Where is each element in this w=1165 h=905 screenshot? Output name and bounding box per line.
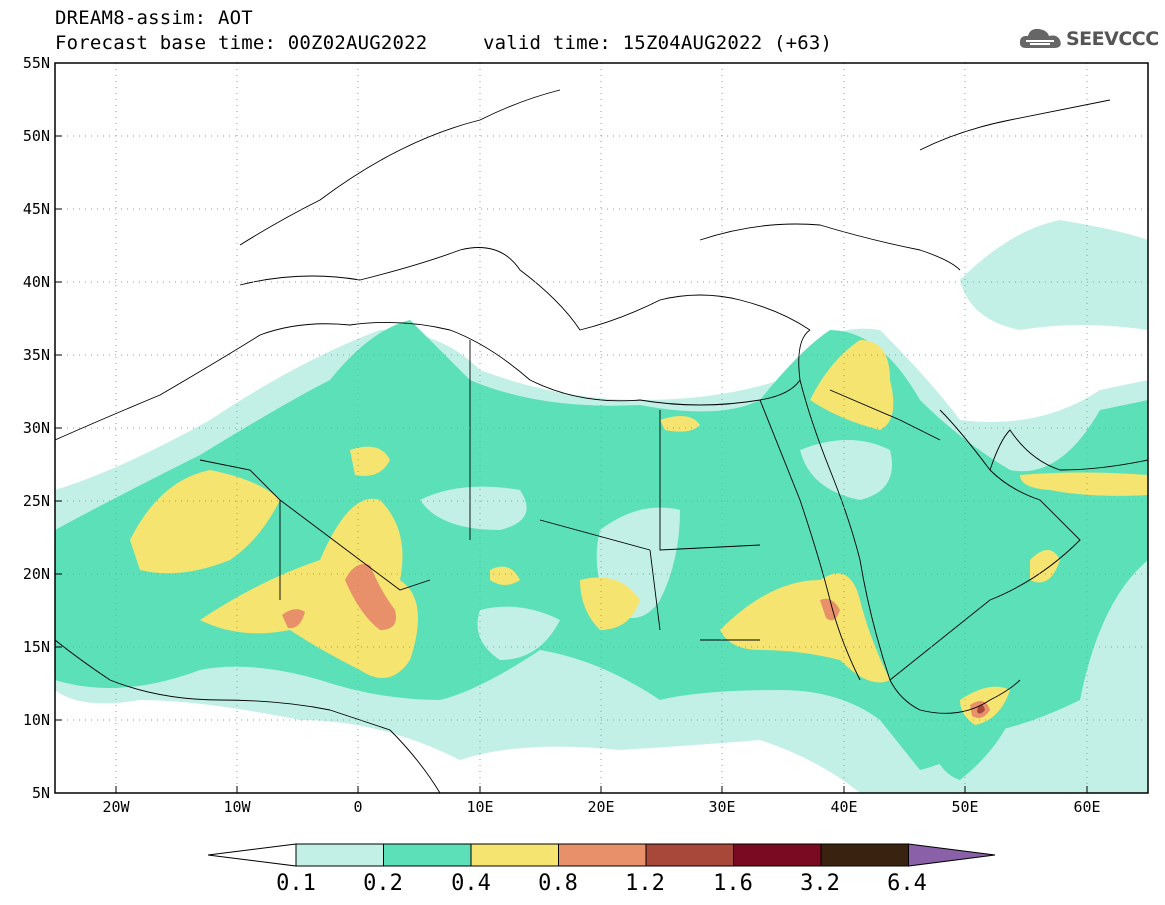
lat-label: 40N <box>23 273 50 291</box>
latitude-labels: 55N 50N 45N 40N 35N 30N 25N 20N 15N 10N … <box>23 54 50 802</box>
lon-label: 50E <box>951 798 978 816</box>
coastlines <box>55 89 1148 793</box>
longitude-labels: 20W 10W 0 10E 20E 30E 40E 50E 60E <box>102 798 1100 816</box>
lon-label: 40E <box>830 798 857 816</box>
cloud-icon <box>1019 28 1061 48</box>
lat-label: 45N <box>23 200 50 218</box>
lat-label: 30N <box>23 419 50 437</box>
lat-label: 10N <box>23 711 50 729</box>
colorbar-label: 0.1 <box>276 871 316 896</box>
colorbar-swatch <box>645 843 734 867</box>
forecast-base-time: Forecast base time: 00Z02AUG2022 <box>55 32 428 54</box>
logo-text: SEEVCCC <box>1066 28 1159 50</box>
seevccc-logo: SEEVCCC <box>1018 24 1159 54</box>
lon-label: 10E <box>466 798 493 816</box>
colorbar-swatch <box>295 843 384 867</box>
colorbar-swatch <box>733 843 822 867</box>
lon-label: 20E <box>587 798 614 816</box>
lon-label: 30E <box>708 798 735 816</box>
lat-label: 35N <box>23 346 50 364</box>
lon-label: 0 <box>353 798 362 816</box>
lon-label: 60E <box>1073 798 1100 816</box>
lat-label: 55N <box>23 54 50 72</box>
colorbar-swatch <box>470 843 559 867</box>
lat-label: 5N <box>32 784 50 802</box>
map-title: DREAM8-assim: AOT <box>55 7 253 29</box>
colorbar-under-arrow <box>207 843 297 867</box>
lat-label: 25N <box>23 492 50 510</box>
colorbar-label: 1.2 <box>625 871 665 896</box>
lon-label: 10W <box>223 798 251 816</box>
lat-label: 20N <box>23 565 50 583</box>
colorbar-label: 0.4 <box>451 871 491 896</box>
colorbar-label: 3.2 <box>800 871 840 896</box>
colorbar-label: 6.4 <box>887 871 927 896</box>
graticule <box>55 63 1148 793</box>
colorbar-swatch <box>820 843 909 867</box>
colorbar <box>207 843 996 867</box>
colorbar-label: 0.2 <box>363 871 403 896</box>
lon-label: 20W <box>102 798 130 816</box>
lat-label: 50N <box>23 127 50 145</box>
colorbar-label: 1.6 <box>713 871 753 896</box>
valid-time: valid time: 15Z04AUG2022 (+63) <box>483 32 833 54</box>
lat-label: 15N <box>23 638 50 656</box>
colorbar-swatch <box>383 843 472 867</box>
colorbar-label: 0.8 <box>538 871 578 896</box>
colorbar-swatch <box>558 843 647 867</box>
colorbar-over-arrow <box>908 843 996 867</box>
axis-ticks <box>55 62 1088 794</box>
